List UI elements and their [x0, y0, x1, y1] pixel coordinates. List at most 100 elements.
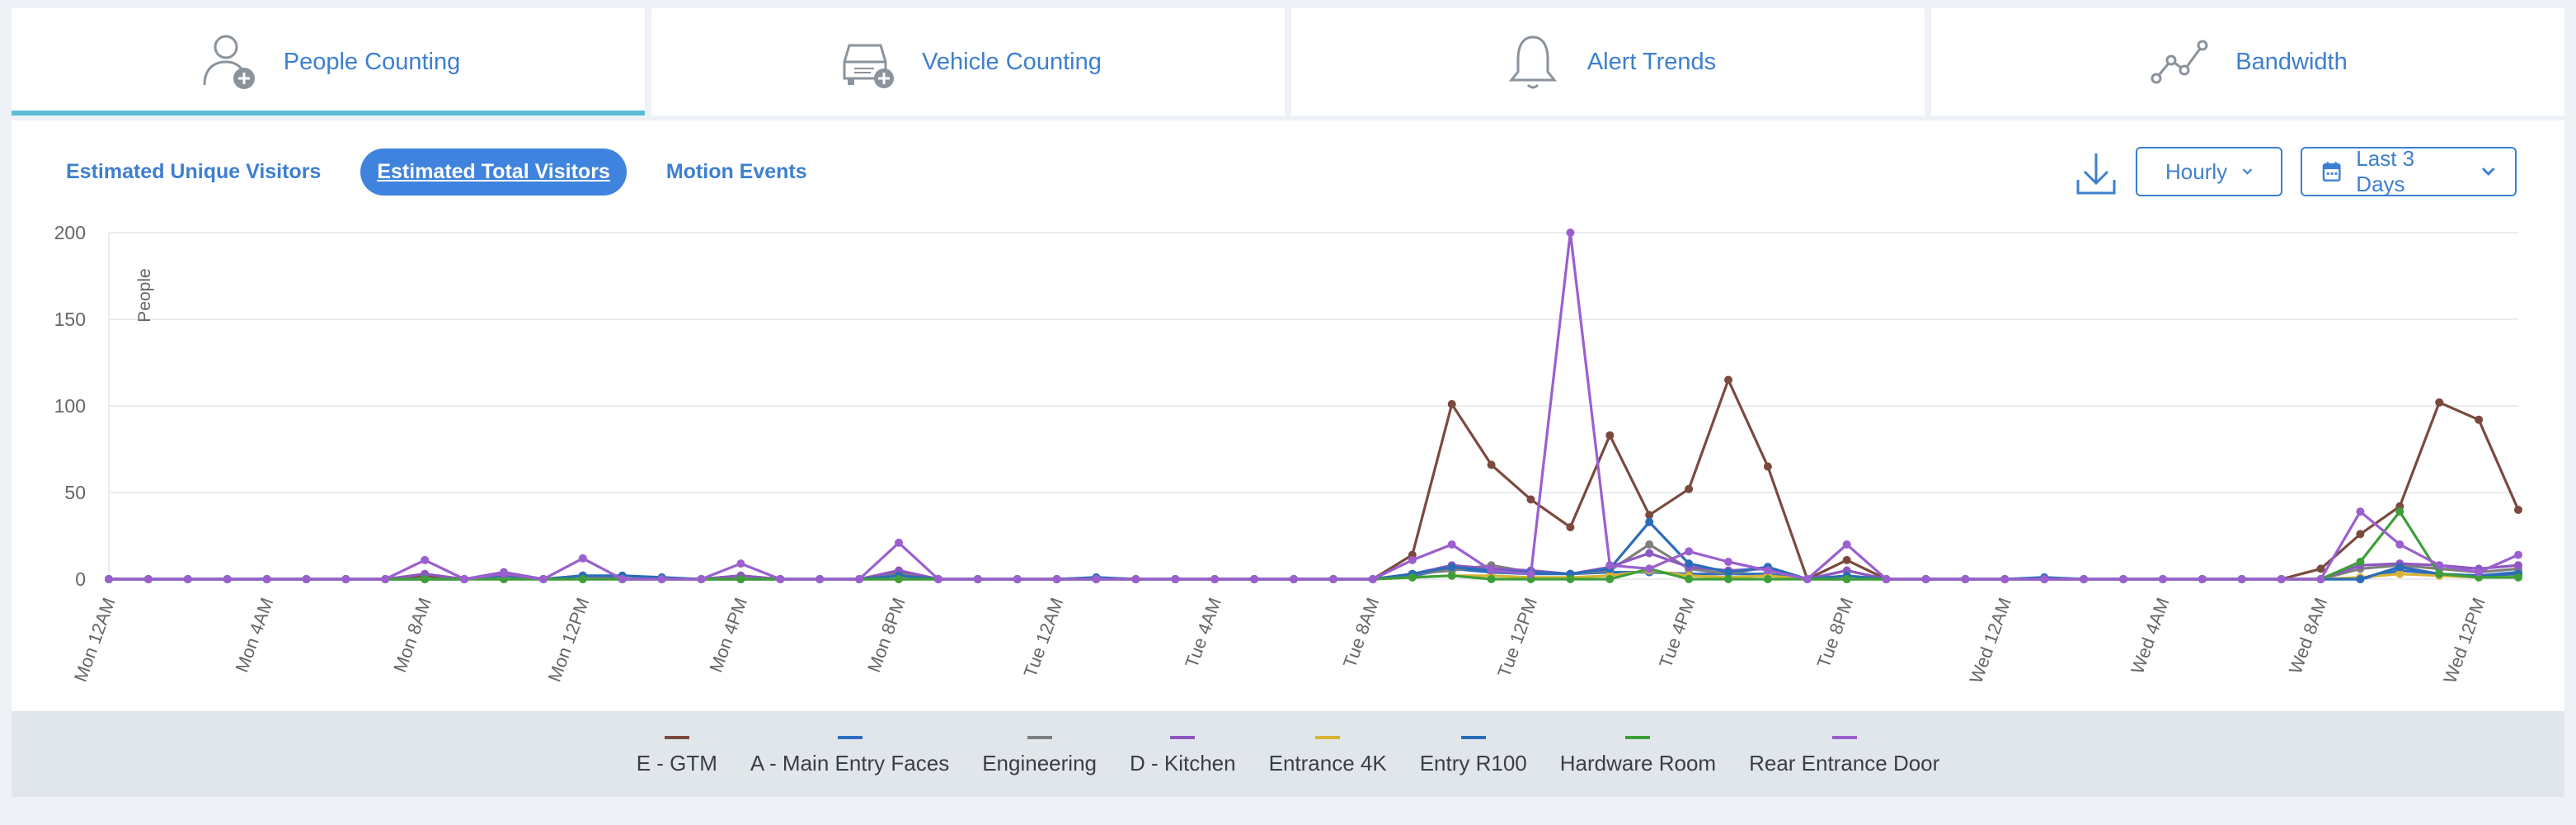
tab-bandwidth[interactable]: Bandwidth — [1931, 8, 2564, 116]
series-line — [109, 378, 2520, 581]
legend-item[interactable]: D - Kitchen — [1130, 736, 1236, 776]
legend-item[interactable]: E - GTM — [637, 736, 717, 776]
legend-item[interactable]: Hardware Room — [1560, 736, 1716, 776]
legend-label: Engineering — [982, 751, 1097, 776]
tab-alert-trends[interactable]: Alert Trends — [1291, 8, 1925, 116]
data-point — [2435, 398, 2444, 407]
data-point — [2514, 561, 2522, 570]
y-tick-label: 0 — [75, 568, 86, 590]
x-tick-label: Mon 12AM — [70, 595, 120, 685]
person-add-icon — [203, 35, 255, 89]
legend-swatch — [1315, 736, 1341, 739]
data-point — [1724, 375, 1732, 384]
data-point — [1290, 575, 1298, 583]
data-point — [2237, 575, 2246, 583]
legend-swatch — [1027, 736, 1052, 739]
x-tick-label: Tue 4AM — [1181, 595, 1225, 671]
data-point — [776, 575, 785, 583]
data-point — [1408, 573, 1417, 582]
tab-vehicle-counting[interactable]: Vehicle Counting — [651, 8, 1285, 116]
x-tick-label: Mon 12PM — [544, 595, 594, 685]
data-point — [1487, 460, 1496, 469]
data-point — [538, 575, 548, 583]
y-tick-label: 50 — [64, 482, 86, 503]
data-point — [2316, 564, 2325, 573]
data-point — [183, 575, 192, 583]
legend-label: D - Kitchen — [1130, 751, 1236, 776]
y-tick-label: 100 — [54, 395, 86, 417]
data-point — [1921, 575, 1930, 583]
data-point — [143, 575, 153, 583]
series-entry-r100 — [105, 517, 2522, 583]
data-point — [2395, 507, 2404, 516]
series-line — [109, 510, 2518, 581]
subtab-unique-visitors[interactable]: Estimated Unique Visitors — [66, 160, 322, 183]
data-point — [1447, 563, 1456, 572]
legend-item[interactable]: Rear Entrance Door — [1749, 736, 1939, 776]
data-point — [2080, 575, 2089, 583]
data-point — [1763, 566, 1772, 575]
data-point — [1368, 575, 1377, 583]
grid — [108, 232, 2518, 580]
data-point — [578, 575, 587, 583]
data-point — [1092, 575, 1101, 583]
download-icon[interactable] — [2075, 148, 2118, 198]
data-point — [1487, 575, 1496, 583]
data-point — [2514, 550, 2522, 559]
data-point — [2316, 575, 2325, 583]
chart-panel: Estimated Unique Visitors Estimated Tota… — [12, 120, 2564, 711]
data-point — [1685, 575, 1694, 583]
y-tick-label: 200 — [54, 222, 86, 243]
legend-label: Rear Entrance Door — [1749, 751, 1940, 776]
data-point — [2356, 507, 2365, 516]
series-lines — [105, 229, 2522, 583]
data-point — [1605, 561, 1615, 570]
data-point — [105, 575, 113, 583]
legend-item[interactable]: Engineering — [982, 736, 1097, 776]
trend-line-icon — [2151, 40, 2208, 84]
chart-tabs: People Counting Vehicle Counting Alert T… — [12, 8, 2564, 116]
subtab-motion-events[interactable]: Motion Events — [665, 160, 807, 183]
data-point — [657, 575, 666, 583]
data-point — [1645, 511, 1654, 520]
legend-item[interactable]: Entry R100 — [1420, 736, 1527, 776]
legend-item[interactable]: Entrance 4K — [1269, 736, 1387, 776]
chart-legend: E - GTM A - Main Entry Faces Engineering D … — [12, 711, 2564, 797]
subtab-total-visitors[interactable]: Estimated Total Visitors — [360, 148, 627, 196]
data-point — [2475, 568, 2484, 577]
data-point — [1013, 575, 1022, 583]
series-line — [109, 551, 2519, 581]
data-point — [2395, 569, 2404, 578]
chevron-down-icon — [2242, 168, 2253, 175]
data-point — [1447, 540, 1456, 549]
legend-label: Entry R100 — [1419, 751, 1527, 776]
x-tick-label: Mon 8AM — [389, 595, 435, 675]
data-point — [421, 555, 430, 564]
data-point — [262, 575, 271, 583]
tab-people-counting[interactable]: People Counting — [12, 8, 645, 116]
data-point — [1645, 517, 1654, 526]
x-tick-label: Mon 8PM — [863, 595, 910, 675]
series-e-gtm — [105, 375, 2522, 583]
data-point — [1724, 558, 1732, 566]
data-point — [855, 575, 864, 583]
interval-value: Hourly — [2165, 158, 2228, 184]
legend-swatch — [1170, 736, 1196, 739]
tab-label: People Counting — [283, 48, 461, 75]
y-axis: 0 50 100 150 200 — [54, 222, 86, 590]
data-point — [1131, 575, 1140, 583]
data-point — [1645, 549, 1654, 558]
interval-dropdown[interactable]: Hourly — [2136, 147, 2282, 196]
data-point — [1250, 575, 1259, 583]
data-point — [1724, 568, 1732, 577]
date-range-dropdown[interactable]: Last 3 Days — [2301, 146, 2517, 196]
x-tick-label: Wed 12PM — [2439, 595, 2489, 686]
series-line — [109, 543, 2519, 581]
data-point — [1685, 547, 1694, 556]
calendar-icon — [2322, 162, 2341, 182]
date-range-value: Last 3 Days — [2356, 146, 2415, 196]
data-point — [421, 575, 430, 583]
data-point — [1526, 569, 1535, 578]
data-point — [895, 538, 903, 547]
legend-item[interactable]: A - Main Entry Faces — [750, 736, 949, 776]
